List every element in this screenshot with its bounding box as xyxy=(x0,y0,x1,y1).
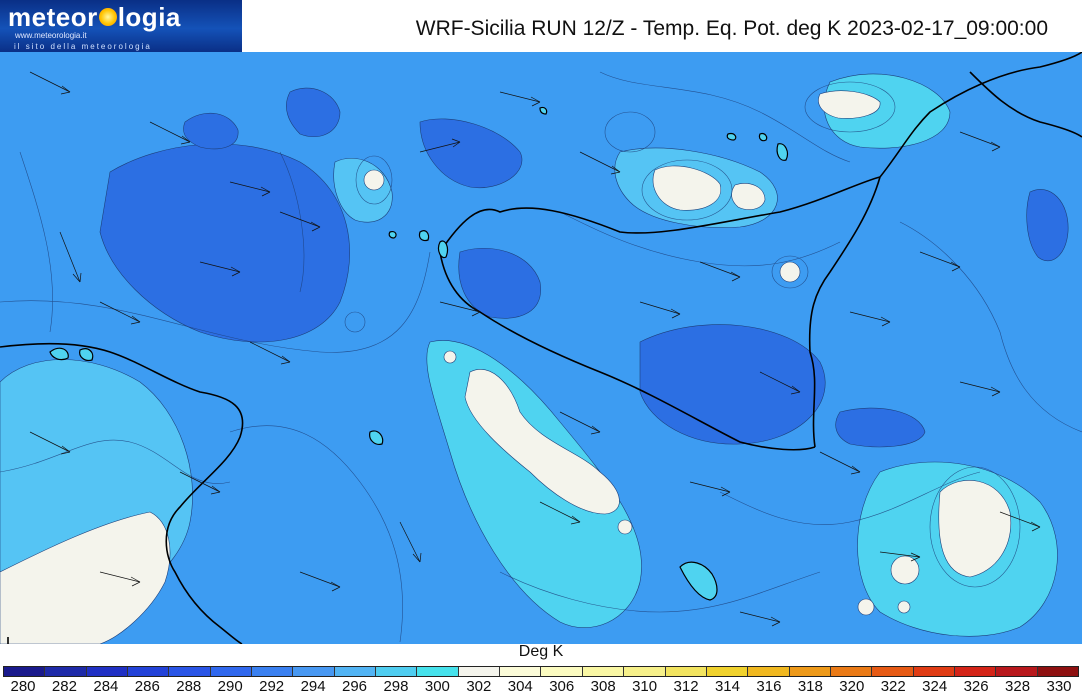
meteorologia-logo[interactable]: meteor logia www.meteorologia.it il sito … xyxy=(0,0,242,52)
colorbar-segment xyxy=(665,667,707,676)
colorbar-tick-label: 290 xyxy=(217,678,243,695)
colorbar-tick-label: 306 xyxy=(549,678,575,695)
colorbar-segment xyxy=(45,667,87,676)
wind-arrows xyxy=(29,71,1041,627)
colorbar-tick-label: 312 xyxy=(673,678,699,695)
colorbar-tick-label: 296 xyxy=(342,678,368,695)
colorbar-tick-label: 328 xyxy=(1005,678,1031,695)
colorbar-segment xyxy=(954,667,997,676)
map-title: WRF-Sicilia RUN 12/Z - Temp. Eq. Pot. de… xyxy=(415,17,1048,40)
colorbar-segment xyxy=(830,667,873,676)
colorbar-segment xyxy=(4,667,46,676)
colorbar-segment xyxy=(128,667,170,676)
colorbar-ticks: 280 282 284 286 288 290 292 294 296 298 300 302 304 3… xyxy=(3,677,1079,695)
colorbar-segment xyxy=(334,667,377,676)
colorbar-tick-label: 286 xyxy=(134,678,160,695)
colorbar-segment xyxy=(789,667,831,676)
map-canvas xyxy=(0,52,1082,644)
header: meteor logia www.meteorologia.it il sito … xyxy=(0,0,1082,52)
colorbar-tick-label: 292 xyxy=(259,678,285,695)
colorbar-tick-label: 308 xyxy=(590,678,616,695)
logo-url: www.meteorologia.it xyxy=(15,31,87,40)
colorbar-title: Deg K xyxy=(518,643,564,660)
colorbar-tick-label: 280 xyxy=(10,678,36,695)
colorbar-tick-label: 288 xyxy=(176,678,202,695)
colorbar-tick-label: 316 xyxy=(756,678,782,695)
colorbar-segment xyxy=(293,667,335,676)
temperature-map xyxy=(0,52,1082,644)
colorbar-segment xyxy=(86,667,129,676)
colorbar-tick-label: 298 xyxy=(383,678,409,695)
colorbar xyxy=(3,666,1079,677)
colorbar-tick-label: 318 xyxy=(797,678,823,695)
colorbar-tick-label: 326 xyxy=(963,678,989,695)
colorbar-segment xyxy=(417,667,459,676)
colorbar-segment xyxy=(872,667,914,676)
warm-white-regions xyxy=(0,90,1012,644)
colorbar-segment xyxy=(1037,667,1078,676)
colorbar-segment xyxy=(210,667,253,676)
colorbar-tick-label: 320 xyxy=(839,678,865,695)
colorbar-tick-label: 300 xyxy=(424,678,450,695)
logo-tagline: il sito della meteorologia xyxy=(14,42,152,51)
logo-brand: meteor logia xyxy=(8,2,181,32)
colorbar-tick-label: 304 xyxy=(507,678,533,695)
colorbar-tick-label: 310 xyxy=(632,678,658,695)
isolines xyxy=(0,71,1082,643)
colorbar-segment xyxy=(500,667,542,676)
colorbar-segment xyxy=(169,667,211,676)
colorbar-segment xyxy=(996,667,1038,676)
colorbar-segment xyxy=(458,667,501,676)
colorbar-segment xyxy=(706,667,749,676)
colorbar-tick-label: 324 xyxy=(922,678,948,695)
colorbar-tick-label: 282 xyxy=(51,678,77,695)
colorbar-tick-label: 330 xyxy=(1046,678,1072,695)
colorbar-segment xyxy=(913,667,955,676)
colorbar-tick-label: 302 xyxy=(466,678,492,695)
colorbar-segment xyxy=(252,667,294,676)
colorbar-tick-label: 322 xyxy=(880,678,906,695)
islands xyxy=(49,106,789,601)
colorbar-segment xyxy=(624,667,666,676)
sun-icon xyxy=(98,8,117,27)
coastlines xyxy=(0,52,1082,644)
colorbar-segment xyxy=(376,667,418,676)
colorbar-segment xyxy=(541,667,583,676)
colorbar-segment xyxy=(582,667,625,676)
colorbar-segment xyxy=(748,667,790,676)
colorbar-tick-label: 284 xyxy=(93,678,119,695)
colorbar-tick-label: 294 xyxy=(300,678,326,695)
colorbar-tick-label: 314 xyxy=(714,678,740,695)
